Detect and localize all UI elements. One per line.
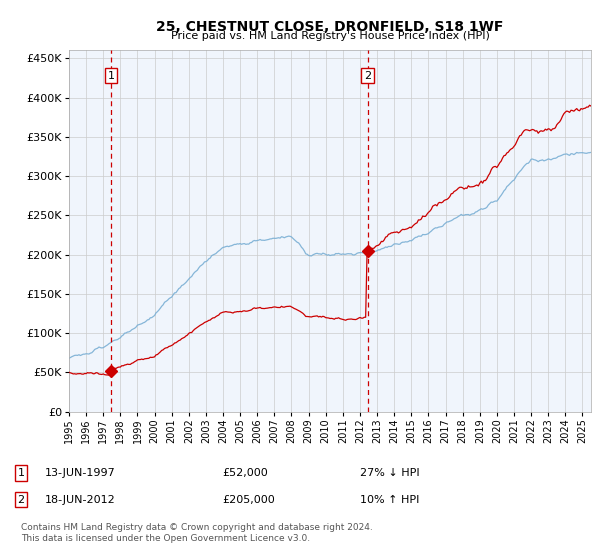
Text: 13-JUN-1997: 13-JUN-1997 xyxy=(45,468,116,478)
Text: Price paid vs. HM Land Registry's House Price Index (HPI): Price paid vs. HM Land Registry's House … xyxy=(170,31,490,41)
Text: 1: 1 xyxy=(107,71,115,81)
Text: 10% ↑ HPI: 10% ↑ HPI xyxy=(360,494,419,505)
Text: 2: 2 xyxy=(364,71,371,81)
Text: 25, CHESTNUT CLOSE, DRONFIELD, S18 1WF: 25, CHESTNUT CLOSE, DRONFIELD, S18 1WF xyxy=(157,20,503,34)
Text: Contains HM Land Registry data © Crown copyright and database right 2024.
This d: Contains HM Land Registry data © Crown c… xyxy=(21,524,373,543)
Text: 18-JUN-2012: 18-JUN-2012 xyxy=(45,494,116,505)
Text: 1: 1 xyxy=(17,468,25,478)
Text: £52,000: £52,000 xyxy=(222,468,268,478)
Text: 27% ↓ HPI: 27% ↓ HPI xyxy=(360,468,419,478)
Text: 2: 2 xyxy=(17,494,25,505)
Text: £205,000: £205,000 xyxy=(222,494,275,505)
